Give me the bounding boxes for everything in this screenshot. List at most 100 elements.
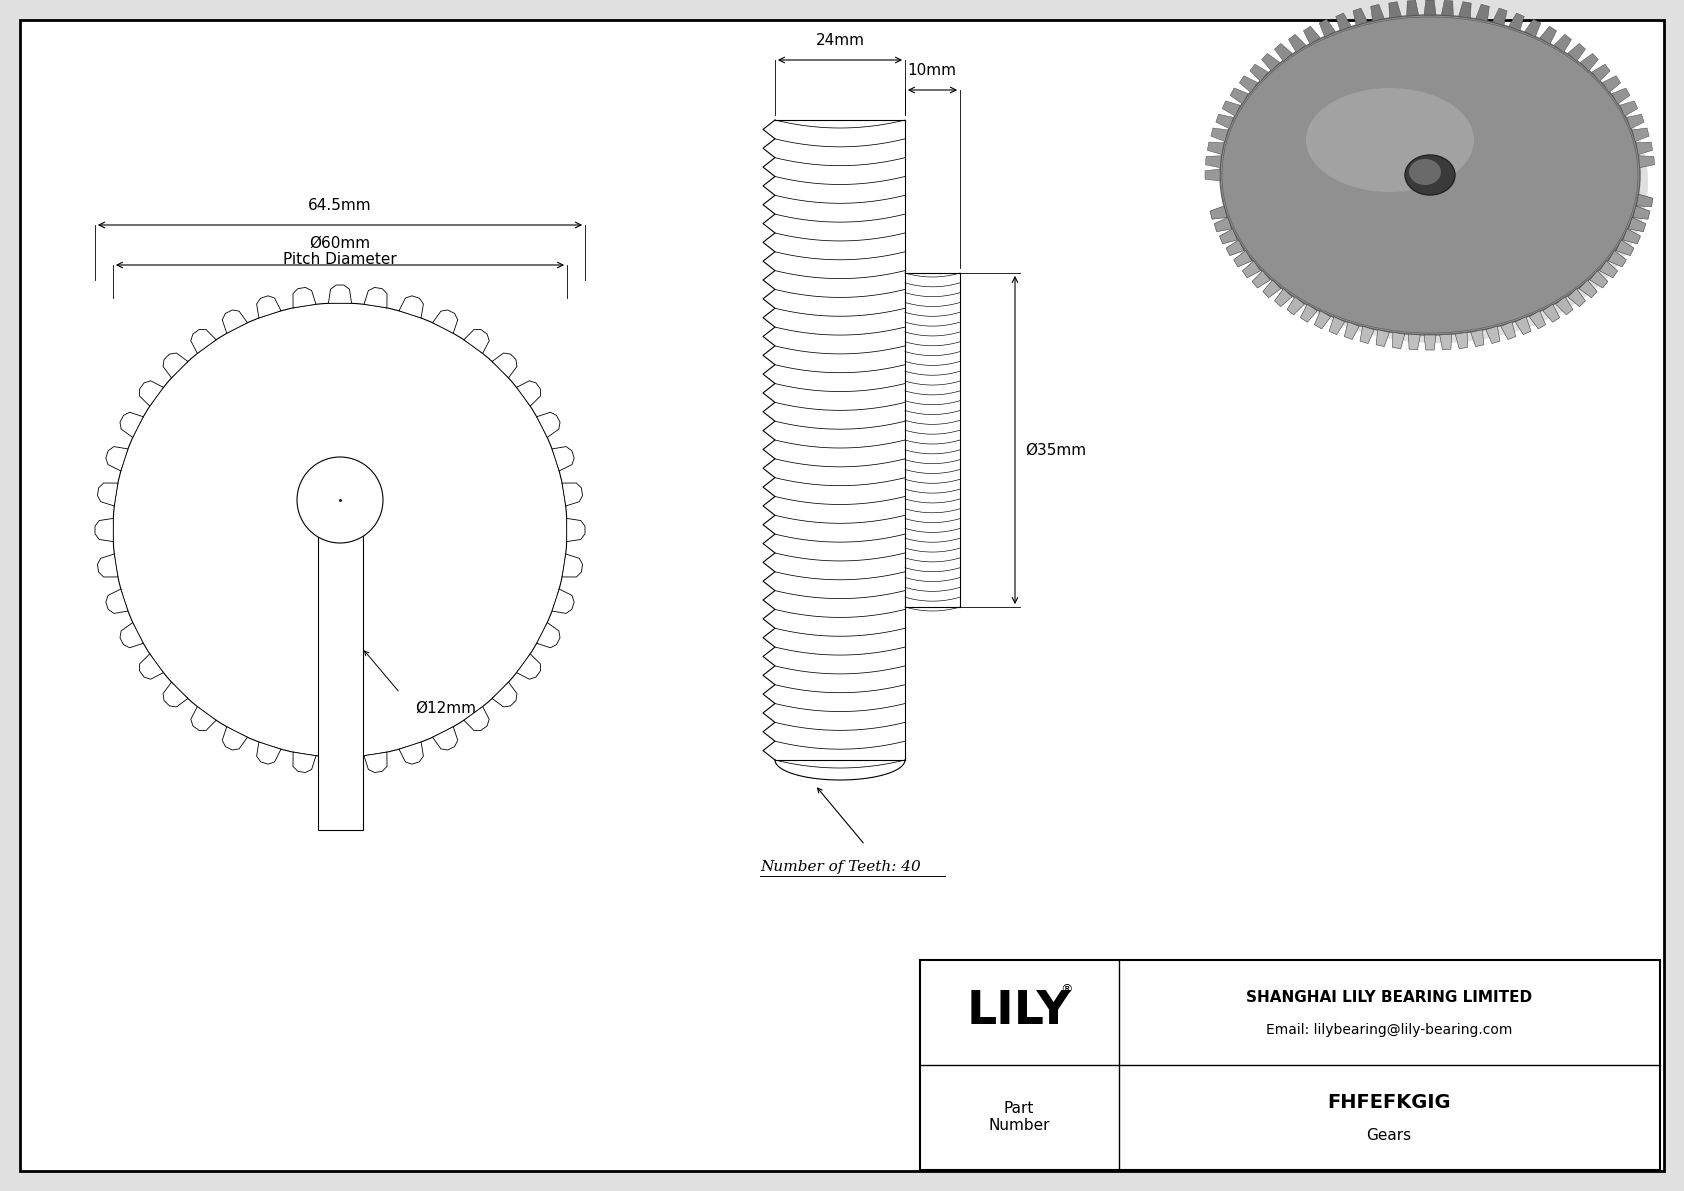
Polygon shape (1580, 280, 1596, 298)
Polygon shape (140, 654, 163, 679)
Polygon shape (552, 590, 574, 613)
Text: Email: lilybearing@lily-bearing.com: Email: lilybearing@lily-bearing.com (1266, 1023, 1512, 1037)
Polygon shape (1234, 250, 1251, 267)
Circle shape (113, 303, 568, 757)
Polygon shape (1226, 239, 1244, 256)
Polygon shape (1361, 326, 1374, 343)
Polygon shape (1637, 142, 1652, 155)
Text: FHFEFKGIG: FHFEFKGIG (1327, 1093, 1452, 1112)
Polygon shape (1500, 322, 1516, 339)
Polygon shape (1406, 0, 1418, 15)
Polygon shape (1216, 114, 1233, 129)
Polygon shape (1600, 261, 1618, 278)
Polygon shape (106, 590, 128, 613)
Polygon shape (1539, 26, 1556, 44)
Polygon shape (492, 353, 517, 378)
Polygon shape (1637, 194, 1654, 206)
Polygon shape (1275, 288, 1292, 306)
Polygon shape (98, 484, 118, 506)
Polygon shape (1603, 76, 1620, 93)
Polygon shape (190, 330, 216, 354)
Polygon shape (1229, 88, 1248, 104)
Polygon shape (537, 623, 561, 648)
Polygon shape (1288, 35, 1305, 52)
Polygon shape (222, 727, 248, 750)
Polygon shape (1639, 156, 1655, 168)
Polygon shape (1352, 8, 1367, 26)
Polygon shape (1250, 64, 1268, 81)
Polygon shape (1581, 54, 1598, 71)
Polygon shape (364, 752, 387, 773)
Polygon shape (433, 310, 458, 333)
Polygon shape (1628, 218, 1645, 232)
Polygon shape (163, 682, 189, 707)
Text: LILY: LILY (967, 990, 1071, 1035)
Polygon shape (1223, 101, 1239, 117)
Polygon shape (1458, 1, 1472, 18)
Ellipse shape (1219, 15, 1640, 335)
Text: 64.5mm: 64.5mm (308, 198, 372, 213)
Polygon shape (463, 706, 488, 730)
Polygon shape (328, 756, 352, 775)
Polygon shape (1425, 0, 1436, 15)
Polygon shape (1608, 250, 1627, 267)
Polygon shape (293, 287, 317, 308)
Polygon shape (1253, 270, 1270, 288)
Polygon shape (1509, 13, 1524, 31)
Text: Number of Teeth: 40: Number of Teeth: 40 (759, 860, 921, 874)
Polygon shape (1344, 322, 1359, 339)
Polygon shape (1371, 5, 1384, 21)
Polygon shape (1442, 0, 1453, 15)
Polygon shape (552, 447, 574, 470)
Polygon shape (293, 752, 317, 773)
Polygon shape (1568, 43, 1585, 62)
Polygon shape (463, 330, 488, 354)
Polygon shape (1524, 19, 1541, 37)
Polygon shape (1627, 114, 1644, 129)
Text: SHANGHAI LILY BEARING LIMITED: SHANGHAI LILY BEARING LIMITED (1246, 990, 1532, 1004)
Polygon shape (140, 381, 163, 406)
Polygon shape (1455, 332, 1467, 349)
Polygon shape (106, 447, 128, 470)
Polygon shape (1219, 229, 1238, 244)
Bar (775, 120, 904, 760)
Polygon shape (1554, 35, 1571, 52)
Polygon shape (568, 518, 584, 542)
Polygon shape (1440, 335, 1452, 350)
Polygon shape (1261, 54, 1280, 71)
Ellipse shape (1275, 66, 1526, 225)
Polygon shape (120, 412, 143, 437)
Text: ®: ® (1061, 984, 1073, 997)
Polygon shape (1287, 297, 1305, 314)
Polygon shape (1315, 311, 1330, 329)
Polygon shape (1543, 304, 1559, 323)
Polygon shape (1275, 43, 1292, 62)
Polygon shape (1529, 311, 1546, 329)
Polygon shape (328, 285, 352, 304)
Polygon shape (1393, 332, 1404, 349)
Circle shape (296, 457, 382, 543)
Polygon shape (1376, 330, 1389, 347)
Polygon shape (1263, 280, 1282, 298)
Polygon shape (1516, 317, 1531, 335)
Polygon shape (1243, 261, 1261, 278)
Polygon shape (1211, 206, 1228, 219)
Polygon shape (1492, 8, 1507, 26)
Polygon shape (1425, 335, 1436, 350)
Polygon shape (1632, 127, 1649, 142)
Polygon shape (1568, 288, 1585, 306)
Text: 10mm: 10mm (908, 63, 957, 77)
Polygon shape (1207, 142, 1224, 155)
Polygon shape (1612, 88, 1630, 104)
Polygon shape (1211, 127, 1228, 142)
Bar (318, 482, 364, 830)
Text: 24mm: 24mm (815, 33, 864, 48)
Polygon shape (1591, 64, 1610, 81)
Polygon shape (517, 381, 541, 406)
Ellipse shape (1404, 155, 1455, 195)
Polygon shape (190, 706, 216, 730)
Polygon shape (399, 742, 423, 765)
Polygon shape (1475, 5, 1489, 21)
Ellipse shape (1307, 88, 1474, 192)
Polygon shape (1408, 335, 1420, 350)
